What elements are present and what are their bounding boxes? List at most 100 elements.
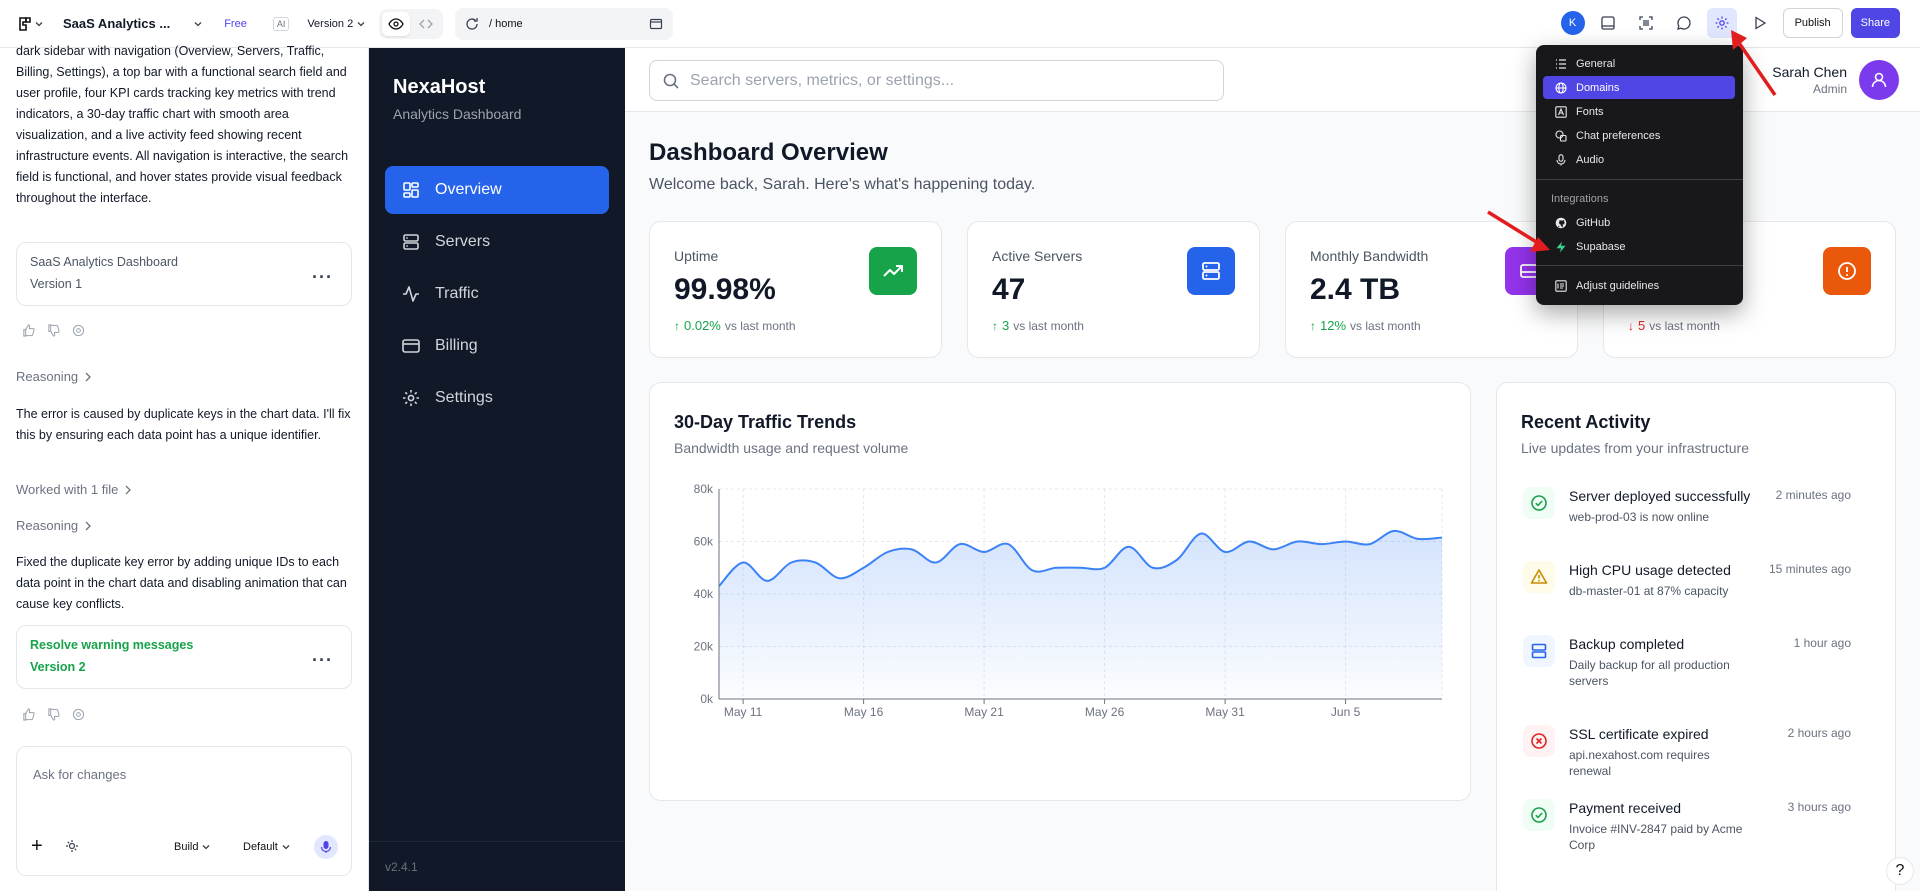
kpi-trend: ↑ 0.02% vs last month	[674, 318, 796, 333]
version-card[interactable]: Resolve warning messages Version 2 ···	[16, 625, 352, 689]
chevron-right-icon	[85, 372, 92, 381]
open-in-new-window-icon[interactable]	[649, 17, 663, 31]
kpi-label: Uptime	[674, 248, 719, 264]
project-title[interactable]: SaaS Analytics ...	[63, 16, 171, 31]
kpi-card-bandwidth: Monthly Bandwidth 2.4 TB ↑ 12% vs last m…	[1285, 221, 1578, 358]
thumbs-down-icon[interactable]	[47, 324, 60, 337]
reasoning-toggle[interactable]: Reasoning	[16, 518, 92, 533]
menu-item-general[interactable]: General	[1543, 52, 1735, 75]
composer-placeholder[interactable]: Ask for changes	[33, 767, 127, 782]
layout-icon[interactable]	[1593, 8, 1623, 38]
search-input[interactable]	[690, 71, 1210, 90]
activity-title: Backup completed	[1569, 636, 1685, 652]
kpi-change-suffix: vs last month	[724, 318, 796, 333]
account-avatar[interactable]: K	[1560, 11, 1585, 35]
activity-title: High CPU usage detected	[1569, 562, 1731, 578]
menu-section-heading: Integrations	[1551, 193, 1609, 205]
preview-url-bar[interactable]: / home	[455, 7, 673, 40]
kpi-change: 5	[1638, 318, 1646, 333]
sidebar-item-billing[interactable]: Billing	[385, 322, 609, 370]
chat-preferences-icon	[1555, 129, 1567, 142]
activity-item[interactable]: High CPU usage detected db-master-01 at …	[1511, 559, 1851, 619]
worked-with-files[interactable]: Worked with 1 file	[16, 482, 132, 497]
sidebar-item-overview[interactable]: Overview	[385, 166, 609, 214]
menu-item-audio[interactable]: Audio	[1543, 148, 1735, 171]
sidebar-item-traffic[interactable]: Traffic	[385, 270, 609, 318]
sidebar-nav: Overview Servers Traffic Billing Setting…	[385, 166, 609, 426]
activity-item[interactable]: Backup completed Daily backup for all pr…	[1511, 633, 1851, 693]
font-icon	[1555, 105, 1567, 118]
settings-small-icon[interactable]	[72, 708, 85, 721]
more-options-icon[interactable]: ···	[312, 267, 333, 287]
arrow-down-icon: ↓	[1628, 318, 1634, 333]
assistant-message: The error is caused by duplicate keys in…	[16, 407, 351, 442]
kpi-trend: ↑ 3 vs last month	[992, 318, 1084, 333]
gear-icon	[403, 390, 419, 406]
chat-bubble-icon[interactable]	[1669, 8, 1699, 38]
share-button[interactable]: Share	[1850, 8, 1900, 38]
kpi-change: 3	[1002, 318, 1010, 333]
warning-icon	[1523, 561, 1555, 593]
thumbs-up-icon[interactable]	[22, 708, 35, 721]
sidebar-item-label: Traffic	[435, 285, 479, 302]
search-box[interactable]	[649, 60, 1224, 101]
menu-item-github[interactable]: GitHub	[1543, 211, 1735, 234]
magic-wand-icon[interactable]	[65, 839, 79, 853]
thumbs-down-icon[interactable]	[47, 708, 60, 721]
app-logo-icon[interactable]	[18, 16, 43, 31]
version-card-label: Version 2	[30, 660, 86, 674]
reasoning-label: Reasoning	[16, 369, 79, 384]
refresh-icon[interactable]	[465, 17, 479, 31]
page-title: Dashboard Overview	[649, 139, 888, 166]
user-profile[interactable]: Sarah Chen Admin	[1772, 60, 1899, 100]
eye-icon[interactable]	[382, 11, 410, 36]
version-card-label: Version 1	[30, 277, 83, 291]
sidebar-item-settings[interactable]: Settings	[385, 374, 609, 422]
add-icon[interactable]: +	[31, 835, 43, 857]
more-options-icon[interactable]: ···	[312, 650, 333, 670]
reasoning-toggle[interactable]: Reasoning	[16, 369, 92, 384]
version-card[interactable]: SaaS Analytics Dashboard Version 1 ···	[16, 242, 352, 306]
build-selector[interactable]: Build	[174, 841, 210, 853]
menu-item-domains[interactable]: Domains	[1543, 76, 1735, 99]
activity-subtitle: Live updates from your infrastructure	[1521, 440, 1749, 456]
server-icon	[403, 234, 419, 250]
x-tick-label: May 21	[964, 705, 1004, 719]
arrow-up-icon: ↑	[992, 318, 998, 333]
sidebar-item-servers[interactable]: Servers	[385, 218, 609, 266]
y-tick-label: 40k	[694, 587, 714, 601]
menu-item-chat-preferences[interactable]: Chat preferences	[1543, 124, 1735, 147]
recent-activity-panel: Recent Activity Live updates from your i…	[1496, 382, 1896, 891]
menu-item-supabase[interactable]: Supabase	[1543, 235, 1735, 258]
activity-item[interactable]: SSL certificate expired api.nexahost.com…	[1511, 723, 1851, 783]
activity-item[interactable]: Server deployed successfully web-prod-03…	[1511, 485, 1851, 545]
feedback-bar	[22, 708, 85, 721]
activity-description: Invoice #INV-2847 paid by Acme Corp	[1569, 822, 1743, 852]
microphone-icon[interactable]	[314, 835, 338, 859]
user-avatar[interactable]	[1859, 60, 1899, 100]
y-tick-label: 20k	[694, 640, 714, 654]
kpi-value: 47	[992, 273, 1026, 306]
menu-item-fonts[interactable]: Fonts	[1543, 100, 1735, 123]
version-selector[interactable]: Version 2	[307, 18, 365, 30]
scan-icon[interactable]	[1631, 8, 1661, 38]
publish-button[interactable]: Publish	[1782, 8, 1843, 38]
chat-panel: dark sidebar with navigation (Overview, …	[0, 44, 369, 891]
play-icon[interactable]	[1745, 8, 1775, 38]
activity-item[interactable]: Payment received Invoice #INV-2847 paid …	[1511, 797, 1851, 857]
thumbs-up-icon[interactable]	[22, 324, 35, 337]
annotation-arrow-icon	[1731, 30, 1777, 96]
activity-time: 2 hours ago	[1787, 726, 1851, 740]
help-button[interactable]: ?	[1886, 857, 1914, 885]
settings-small-icon[interactable]	[72, 324, 85, 337]
code-icon[interactable]	[412, 12, 440, 36]
plan-badge[interactable]: Free	[224, 17, 247, 30]
chat-composer[interactable]: Ask for changes + Build Default	[16, 746, 352, 876]
chevron-down-icon[interactable]	[194, 20, 202, 28]
menu-item-adjust-guidelines[interactable]: Adjust guidelines	[1543, 274, 1735, 297]
check-circle-icon	[1523, 487, 1555, 519]
user-role: Admin	[1812, 82, 1847, 96]
kpi-label: Active Servers	[992, 248, 1083, 264]
mode-selector[interactable]: Default	[243, 841, 290, 853]
sidebar-footer: v2.4.1	[369, 841, 625, 891]
